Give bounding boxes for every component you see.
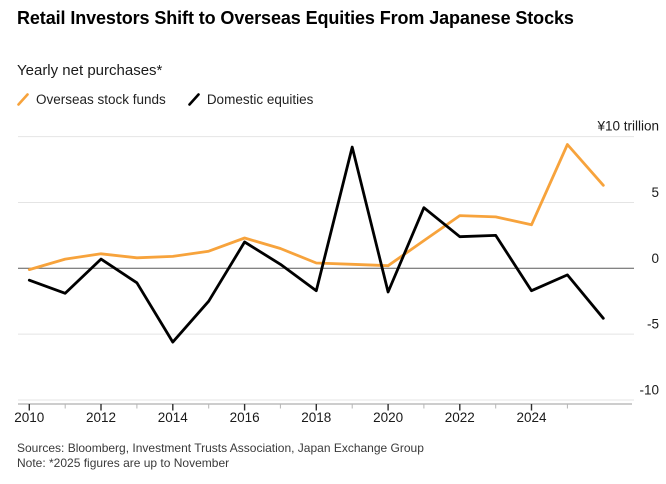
chart-title: Retail Investors Shift to Overseas Equit… <box>17 8 574 28</box>
series-line-domestic <box>27 145 605 344</box>
series-line-overseas <box>27 143 605 272</box>
sources-text: Sources: Bloomberg, Investment Trusts As… <box>17 441 424 455</box>
y-axis-label: -5 <box>647 317 659 332</box>
y-axis-label: -10 <box>639 383 659 398</box>
note-text: Note: *2025 figures are up to November <box>17 455 230 470</box>
x-tick-label: 2010 <box>14 410 44 425</box>
axis-layer <box>18 403 632 411</box>
footer: Sources: Bloomberg, Investment Trusts As… <box>17 441 424 470</box>
legend-slash-overseas <box>17 93 29 106</box>
x-tick-label: 2022 <box>445 410 475 425</box>
chart-subtitle: Yearly net purchases* <box>17 62 163 79</box>
legend-item-domestic: Domestic equities <box>188 92 314 107</box>
x-tick-label: 2024 <box>516 410 547 425</box>
legend-item-overseas: Overseas stock funds <box>17 92 166 107</box>
x-tick-label: 2018 <box>301 410 331 425</box>
legend-item-label: Domestic equities <box>206 92 314 107</box>
legend-slash-domestic <box>188 93 200 106</box>
axis-labels-layer: 2010 2012 2014 2016 2018 2020 2022 2024 5 0 -5 -10 ¥… <box>14 119 659 425</box>
y-axis-label: 5 <box>651 185 659 200</box>
series-layer <box>27 143 605 344</box>
x-tick-label: 2014 <box>158 410 189 425</box>
x-tick-label: 2012 <box>86 410 116 425</box>
legend: Overseas stock funds Domestic equities <box>17 92 313 107</box>
legend-item-label: Overseas stock funds <box>36 92 166 107</box>
x-tick-label: 2020 <box>373 410 403 425</box>
legend-line-icon-domestic <box>188 93 200 106</box>
y-axis-label: 0 <box>651 251 659 266</box>
x-tick-label: 2016 <box>230 410 260 425</box>
unit-label: ¥10 trillion <box>596 119 659 134</box>
legend-line-icon-overseas <box>17 93 29 106</box>
gridlines-layer <box>18 136 634 401</box>
